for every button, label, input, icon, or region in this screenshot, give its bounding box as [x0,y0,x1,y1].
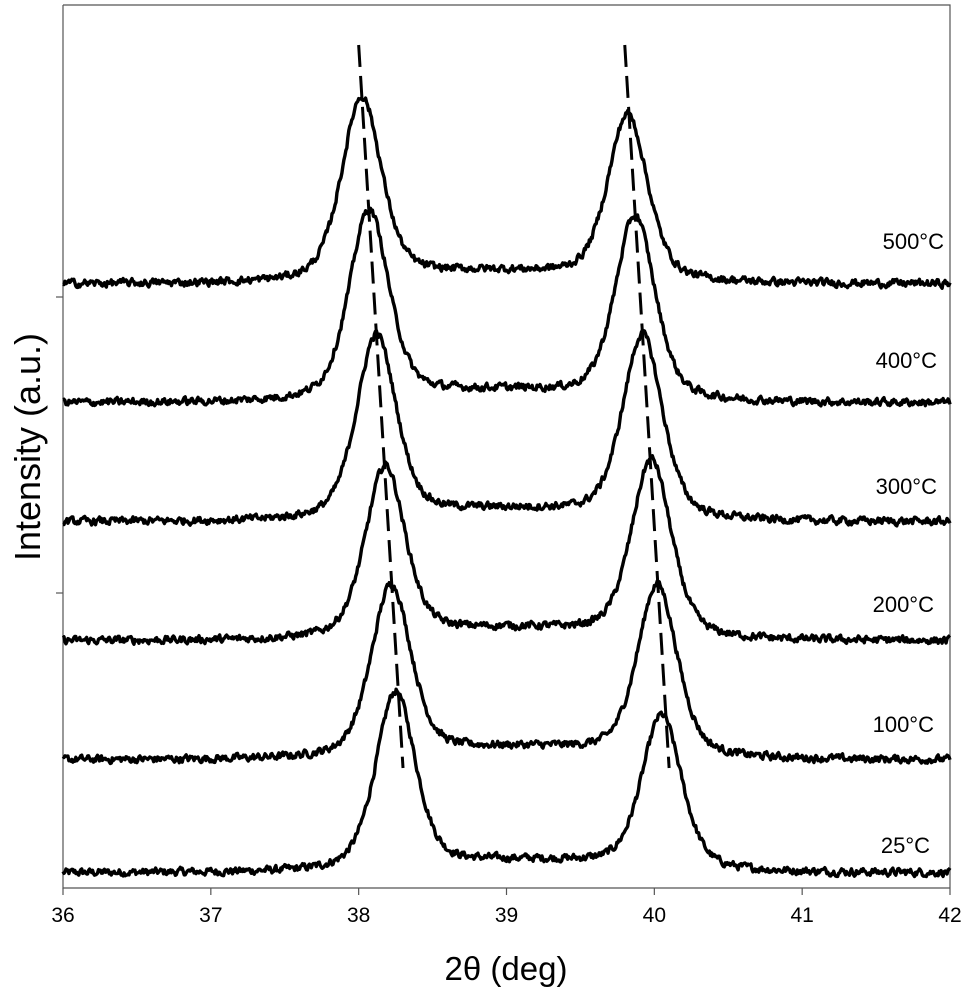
x-tick-label-41: 41 [790,904,813,927]
series-labels: 25°C 100°C 200°C 300°C 400°C 500°C [873,229,945,858]
series-label-200C: 200°C [873,592,935,617]
y-axis [56,296,63,594]
series-label-500C: 500°C [883,229,945,254]
curve-300C [62,328,952,528]
curve-200C [61,454,952,646]
series-curves [61,96,952,879]
series-label-25C: 25°C [881,833,930,858]
plot-border [63,4,951,888]
series-label-100C: 100°C [873,712,935,737]
x-tick-label-36: 36 [51,904,74,927]
guide-line-2 [623,44,671,769]
series-label-400C: 400°C [876,348,938,373]
x-tick-label-38: 38 [347,904,370,927]
x-tick-label-42: 42 [938,904,961,927]
guide-line-1 [357,44,405,769]
series-label-300C: 300°C [876,474,938,499]
y-axis-title: Intensity (a.u.) [7,333,48,561]
x-tick-label-40: 40 [643,904,666,927]
curve-500C [62,96,952,290]
x-tick-label-37: 37 [199,904,222,927]
x-axis: 36 37 38 39 40 41 42 [51,888,962,927]
x-tick-label-39: 39 [495,904,518,927]
x-axis-title: 2θ (deg) [445,950,568,987]
peak-shift-guides [357,44,671,769]
curve-100C [61,579,952,766]
curve-25C [61,687,952,879]
curve-400C [62,206,952,408]
